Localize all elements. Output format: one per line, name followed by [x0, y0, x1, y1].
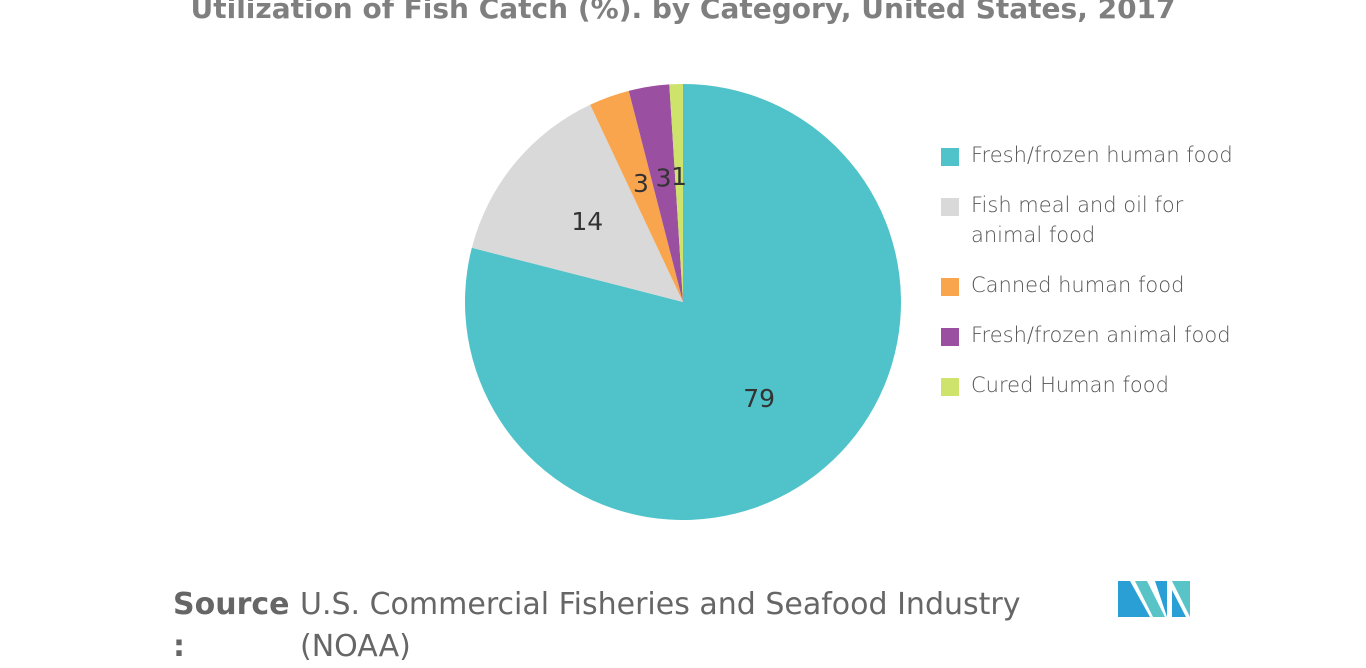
legend-swatch [941, 328, 959, 346]
pie-slice [669, 84, 683, 302]
legend-item: Fresh/frozen human food [941, 140, 1241, 170]
legend-item: Fresh/frozen animal food [941, 320, 1241, 350]
legend: Fresh/frozen human food Fish meal and oil… [941, 140, 1241, 420]
legend-item: Canned human food [941, 270, 1241, 300]
data-label: 79 [743, 384, 775, 413]
legend-label: Cured Human food [971, 373, 1169, 397]
pie-slice [628, 84, 683, 302]
legend-swatch [941, 148, 959, 166]
data-label: 3 [633, 169, 649, 198]
chart-title: Utilization of Fish Catch (%). by Catego… [190, 0, 1175, 25]
data-label: 1 [671, 162, 687, 191]
legend-swatch [941, 378, 959, 396]
pie-slice [471, 104, 683, 302]
legend-swatch [941, 198, 959, 216]
source-text: U.S. Commercial Fisheries and Seafood In… [300, 587, 1021, 664]
legend-label: Fresh/frozen human food [971, 143, 1233, 167]
data-label: 3 [656, 163, 672, 192]
legend-swatch [941, 278, 959, 296]
legend-item: Cured Human food [941, 370, 1241, 400]
data-label: 14 [571, 207, 603, 236]
pie-slice [590, 90, 683, 302]
legend-label: Fresh/frozen animal food [971, 323, 1231, 347]
legend-label: Canned human food [971, 273, 1185, 297]
logo [1118, 581, 1190, 617]
legend-item: Fish meal and oil for animal food [941, 190, 1241, 250]
legend-label: Fish meal and oil for animal food [971, 193, 1184, 247]
source-label: Source : [173, 587, 290, 664]
